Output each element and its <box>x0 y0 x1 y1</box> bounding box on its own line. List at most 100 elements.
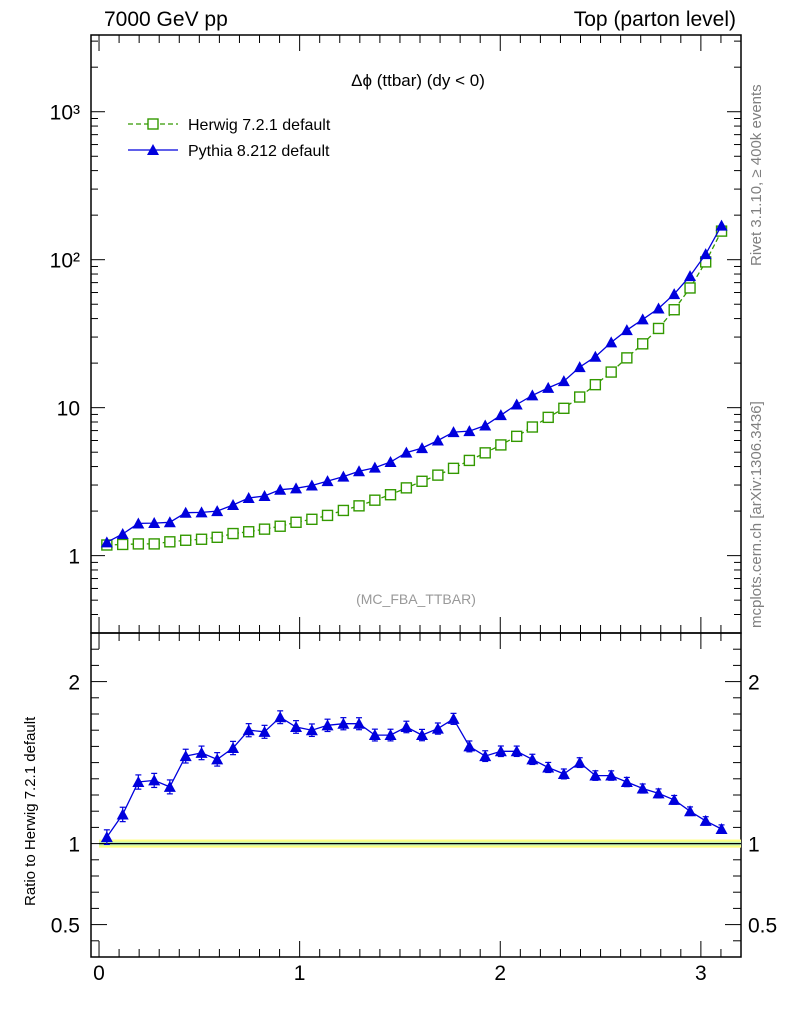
header-right-label: Top (parton level) <box>573 8 736 31</box>
pythia-line <box>106 225 723 543</box>
herwig-point <box>416 475 428 487</box>
pythia-point <box>353 465 366 477</box>
herwig-point <box>479 447 491 459</box>
herwig-point <box>384 489 397 501</box>
herwig-point <box>636 338 649 350</box>
legend-herwig-label: Herwig 7.2.1 default <box>188 117 331 134</box>
ratio-point <box>605 769 618 781</box>
ratio-point <box>636 782 649 794</box>
pythia-point <box>526 389 539 401</box>
ratio-point <box>589 769 602 781</box>
ratio-point <box>479 750 492 762</box>
herwig-point <box>511 430 523 443</box>
pythia-point <box>132 517 145 529</box>
herwig-point <box>684 282 696 294</box>
ratio-point <box>684 805 697 817</box>
herwig-point <box>211 531 223 544</box>
pythia-point <box>337 470 350 482</box>
ratio-point <box>463 740 476 752</box>
pythia-point <box>211 505 224 517</box>
pythia-point <box>463 425 476 437</box>
ratio-y-tick-label: 2 <box>68 672 80 695</box>
analysis-watermark: (MC_FBA_TTBAR) <box>356 591 476 607</box>
legend-herwig-marker <box>147 118 159 130</box>
pythia-point <box>100 536 113 548</box>
pythia-point <box>573 361 586 373</box>
ratio-point <box>652 787 665 799</box>
herwig-point <box>164 536 176 548</box>
herwig-point <box>290 516 302 528</box>
ratio-point <box>148 774 161 786</box>
x-tick-label: 0 <box>93 962 105 985</box>
ratio-point <box>573 756 586 768</box>
pythia-point <box>321 475 334 487</box>
ratio-point <box>368 729 381 741</box>
pythia-point <box>494 409 507 421</box>
pythia-point <box>179 506 192 518</box>
pythia-point <box>305 479 318 491</box>
ratio-point <box>384 729 397 741</box>
pythia-point <box>242 492 255 504</box>
pythia-point <box>400 446 413 458</box>
ratio-point <box>321 719 334 731</box>
ratio-plot-frame <box>90 632 742 958</box>
ratio-point <box>668 793 681 805</box>
ratio-point <box>337 717 350 729</box>
pythia-point <box>542 381 555 393</box>
pythia-point <box>195 506 208 518</box>
pythia-point <box>431 434 444 446</box>
ratio-point <box>353 717 366 729</box>
ratio-point <box>715 823 728 835</box>
pythia-point <box>510 398 523 410</box>
pythia-point <box>605 336 618 348</box>
pythia-point <box>557 375 570 387</box>
ratio-point <box>211 753 224 765</box>
pythia-point <box>368 461 381 473</box>
pythia-point <box>274 483 287 495</box>
pythia-point <box>620 324 633 336</box>
ratio-point <box>699 814 712 826</box>
ratio-y-tick-label-right: 1 <box>748 834 760 857</box>
x-tick-label: 1 <box>294 962 306 985</box>
ratio-point <box>305 724 318 736</box>
ratio-point <box>195 746 208 758</box>
x-tick-label: 2 <box>494 962 506 985</box>
ratio-point <box>542 761 555 773</box>
herwig-point <box>306 513 318 526</box>
pythia-point <box>589 350 602 362</box>
herwig-point <box>542 411 554 424</box>
herwig-point <box>558 402 570 415</box>
y-tick-label: 10 <box>57 398 80 421</box>
ratio-point <box>557 767 570 779</box>
herwig-point <box>132 538 145 550</box>
herwig-point <box>195 533 208 545</box>
pythia-point <box>447 426 460 438</box>
pythia-point <box>384 456 397 468</box>
pythia-point <box>258 489 271 501</box>
ratio-point <box>416 729 429 741</box>
herwig-point <box>652 322 665 335</box>
ratio-y-tick-label: 0.5 <box>51 915 80 938</box>
herwig-point <box>447 462 460 475</box>
pythia-point <box>290 482 303 494</box>
ratio-point <box>274 711 287 723</box>
ratio-point <box>620 776 633 788</box>
legend-pythia-label: Pythia 8.212 default <box>188 143 330 160</box>
herwig-point <box>400 482 413 494</box>
ratio-point <box>526 753 539 765</box>
ratio-point <box>132 776 145 788</box>
herwig-point <box>337 504 350 517</box>
herwig-point <box>242 526 255 538</box>
herwig-point <box>353 500 365 512</box>
herwig-point <box>179 534 192 546</box>
herwig-point <box>589 378 602 391</box>
pythia-point <box>479 419 492 431</box>
herwig-point <box>321 509 334 522</box>
pythia-point <box>668 288 681 300</box>
herwig-point <box>526 421 539 433</box>
herwig-point <box>227 527 239 540</box>
herwig-line <box>106 230 723 546</box>
ratio-point <box>100 831 113 843</box>
herwig-point <box>116 538 129 551</box>
ratio-frame-border <box>90 632 742 958</box>
